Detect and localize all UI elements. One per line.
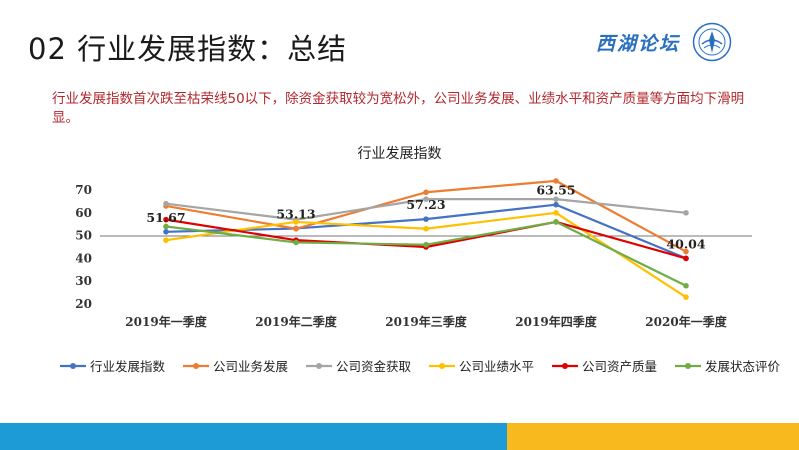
bottom-band-blue (0, 423, 507, 450)
legend-label: 公司业务发展 (212, 359, 288, 374)
data-point (683, 294, 689, 300)
legend-swatch (182, 362, 209, 369)
data-point (683, 248, 689, 255)
legend-label: 行业发展指数 (89, 359, 165, 374)
legend-item: 公司资金获取 (305, 356, 411, 375)
x-tick-label: 2019年二季度 (255, 314, 337, 329)
data-point (423, 189, 429, 196)
legend-label: 公司资金获取 (335, 359, 411, 374)
data-point (163, 237, 169, 243)
data-point (423, 196, 429, 202)
logo-text: 西湖论坛 (596, 32, 681, 55)
x-tick-label: 2019年四季度 (515, 314, 597, 329)
y-tick-label: 70 (75, 183, 92, 197)
chart-legend: 行业发展指数 公司业务发展 公司资金获取 公司业绩水平 公司资产质量 发展状态评价 (59, 356, 780, 375)
data-point (553, 219, 559, 225)
legend-swatch (59, 362, 86, 369)
legend-item: 公司业绩水平 (429, 356, 534, 375)
data-label: 53.13 (276, 206, 315, 221)
data-point (553, 178, 559, 184)
legend-label: 公司业绩水平 (459, 359, 535, 374)
legend-label: 公司资产质量 (582, 359, 658, 374)
y-tick-label: 50 (75, 229, 92, 243)
legend-swatch (429, 362, 455, 369)
y-tick-label: 30 (75, 274, 92, 288)
legend-swatch (675, 362, 702, 369)
y-tick-label: 60 (75, 206, 92, 220)
data-point (423, 225, 429, 232)
x-tick-label: 2019年一季度 (125, 314, 207, 329)
chart-title: 行业发展指数 (357, 146, 442, 162)
data-label: 51.67 (146, 210, 185, 225)
x-tick-label: 2019年三季度 (385, 314, 467, 329)
legend-swatch (552, 362, 579, 369)
data-label: 63.55 (536, 183, 575, 198)
x-tick-label: 2020年一季度 (645, 314, 727, 329)
summary-text: 行业发展指数首次跌至枯荣线50以下，除资金获取较为宽松外，公司业务发展、业绩水平… (52, 91, 745, 126)
data-point (163, 216, 169, 223)
legend-item: 发展状态评价 (675, 356, 780, 375)
data-point (163, 200, 169, 207)
logo: 西湖论坛 (596, 22, 732, 62)
data-point (683, 255, 689, 262)
data-point (293, 219, 299, 225)
data-point (683, 210, 689, 216)
y-tick-label: 20 (75, 297, 92, 311)
data-label: 40.04 (666, 236, 705, 251)
data-point (163, 223, 169, 230)
data-point (163, 228, 169, 235)
bottom-band-yellow (507, 423, 799, 450)
legend-item: 公司资产质量 (552, 356, 657, 375)
legend-item: 公司业务发展 (182, 356, 288, 375)
data-point (553, 210, 559, 216)
logo-seal-icon (692, 22, 732, 62)
legend-swatch (305, 362, 332, 369)
data-point (423, 216, 429, 222)
data-point (553, 201, 559, 208)
data-label: 57.23 (406, 197, 445, 212)
data-point (293, 239, 299, 246)
legend-label: 发展状态评价 (705, 359, 781, 374)
data-point (293, 225, 299, 232)
slide-title: 02 行业发展指数：总结 (28, 32, 348, 66)
legend-item: 行业发展指数 (59, 356, 165, 375)
data-point (423, 241, 429, 248)
data-point (553, 196, 559, 202)
y-tick-label: 40 (75, 251, 92, 265)
data-point (683, 282, 689, 289)
